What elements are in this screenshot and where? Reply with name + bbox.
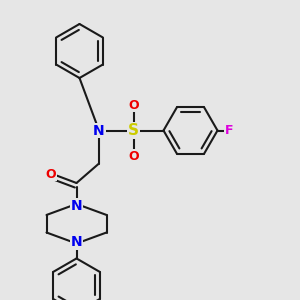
Text: S: S: [128, 123, 139, 138]
Text: N: N: [71, 235, 82, 249]
Text: O: O: [46, 167, 56, 181]
Text: N: N: [93, 124, 105, 137]
Text: N: N: [71, 199, 82, 212]
Text: O: O: [128, 149, 139, 163]
Text: F: F: [225, 124, 233, 137]
Text: O: O: [128, 98, 139, 112]
